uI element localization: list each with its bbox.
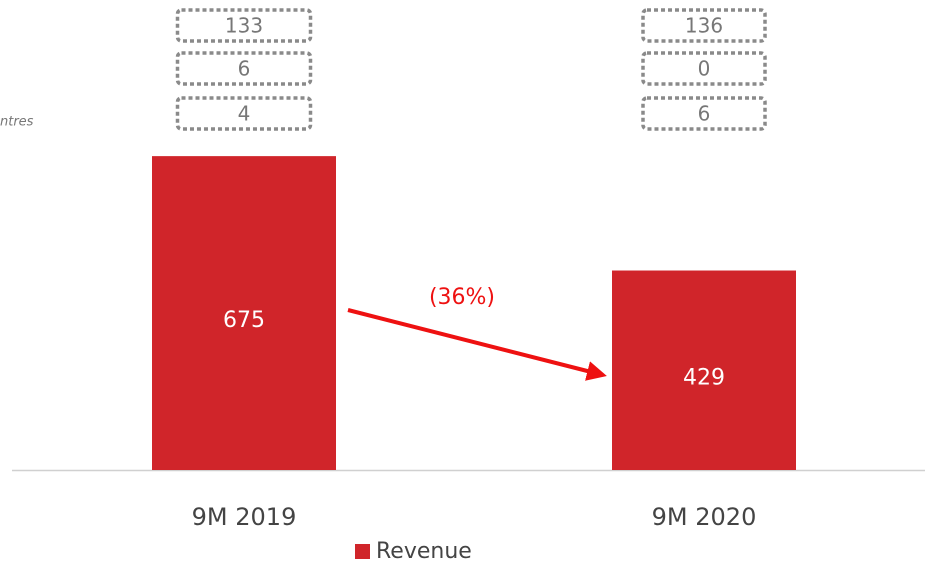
annotation-value: 6 bbox=[698, 102, 711, 126]
annotation-box bbox=[641, 96, 767, 131]
annotation-box bbox=[175, 51, 313, 86]
value-label: 675 bbox=[223, 308, 265, 333]
side-label: ntres bbox=[0, 115, 34, 130]
annotation-value: 136 bbox=[685, 14, 723, 38]
annotation-box bbox=[175, 96, 313, 131]
annotation-value: 6 bbox=[238, 57, 251, 81]
annotation-box bbox=[175, 8, 313, 43]
x-tick-label: 9M 2019 bbox=[192, 503, 297, 531]
annotation-value: 133 bbox=[225, 14, 263, 38]
annotation-box bbox=[641, 8, 767, 43]
change-arrow bbox=[347, 308, 607, 381]
annotation-value: 0 bbox=[698, 57, 711, 81]
bar bbox=[612, 270, 796, 470]
annotation-box bbox=[641, 51, 767, 86]
legend-label: Revenue bbox=[376, 539, 472, 564]
value-label: 429 bbox=[683, 365, 725, 390]
legend-swatch bbox=[355, 544, 370, 559]
bar bbox=[152, 156, 336, 470]
annotation-value: 4 bbox=[238, 102, 251, 126]
x-tick-label: 9M 2020 bbox=[652, 503, 757, 531]
change-label: (36%) bbox=[429, 285, 495, 310]
